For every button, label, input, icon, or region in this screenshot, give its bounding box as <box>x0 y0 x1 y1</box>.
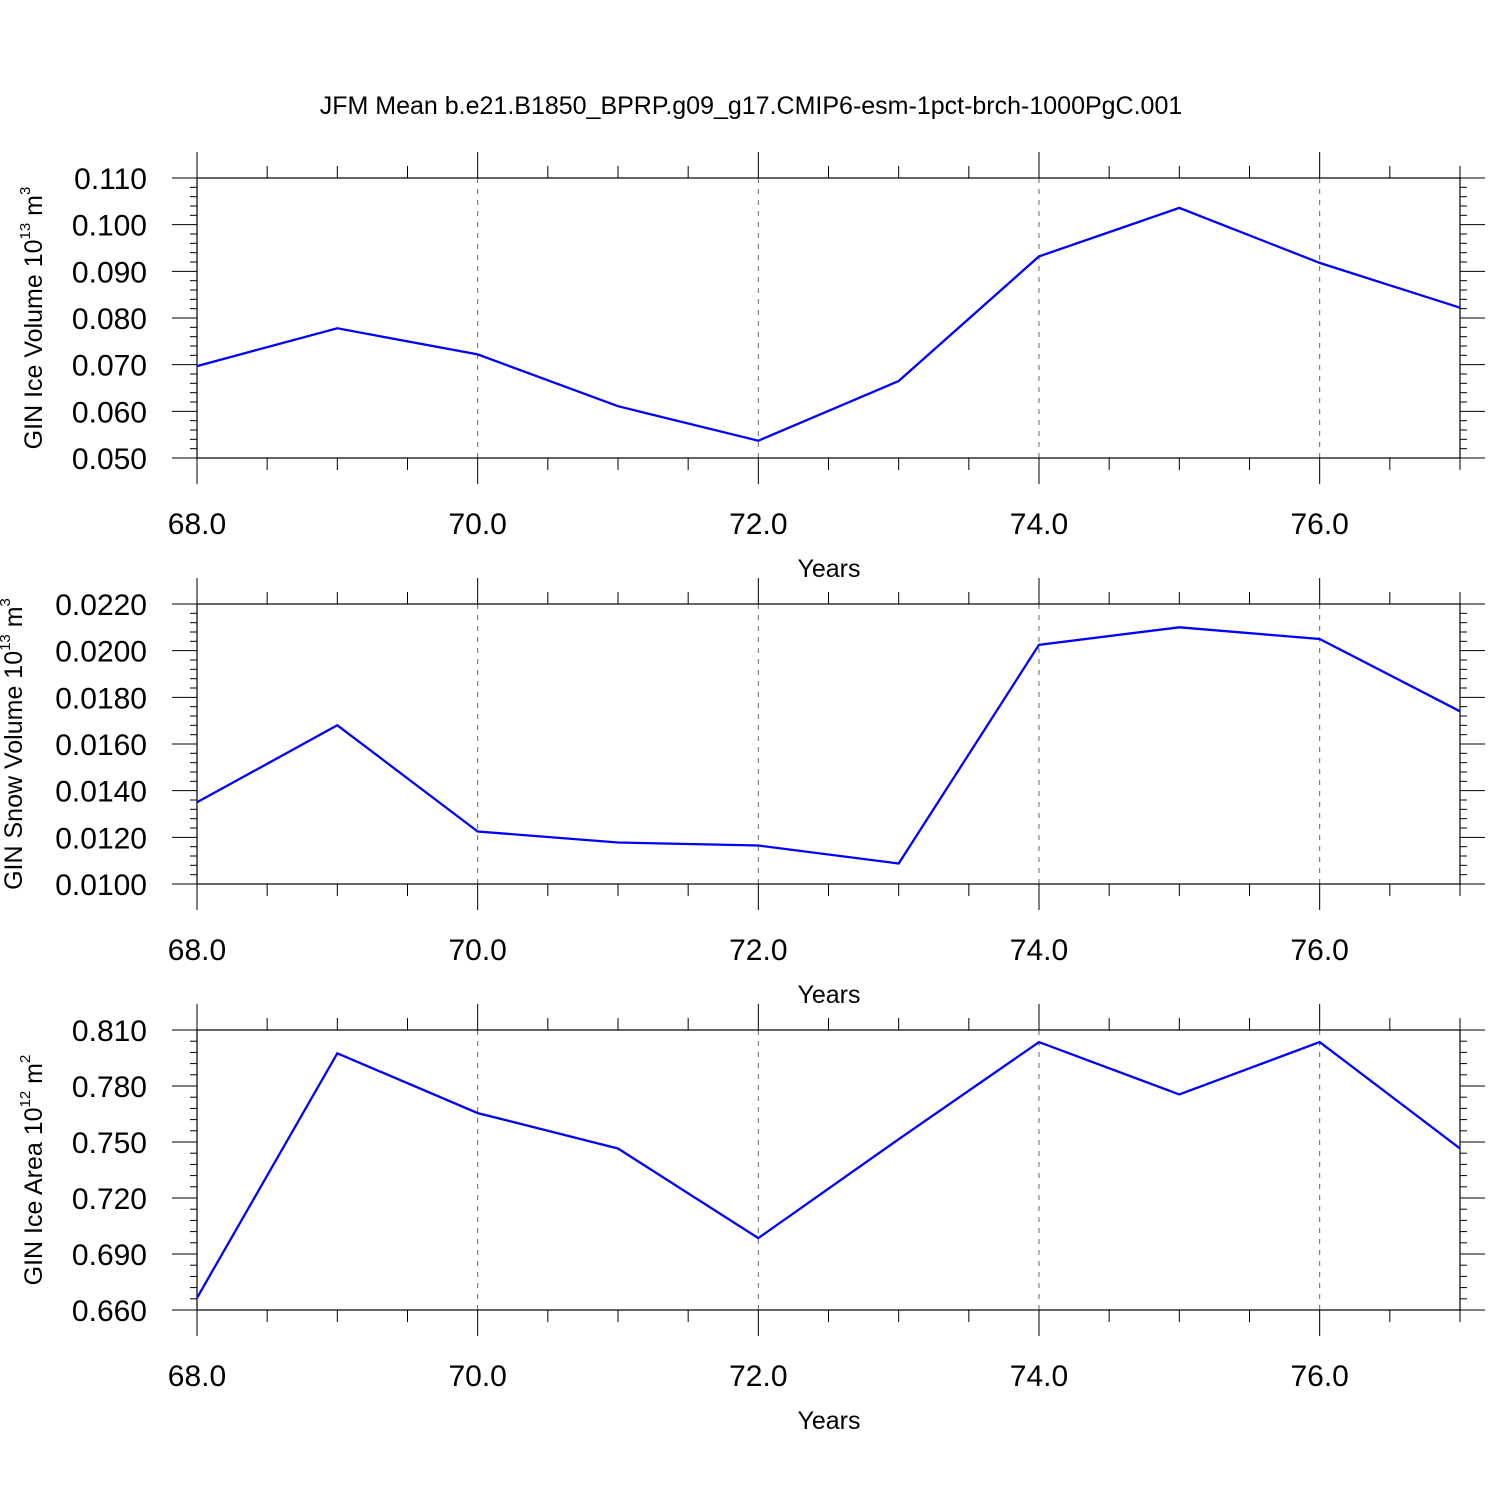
y-tick-label: 0.0100 <box>55 869 147 902</box>
y-axis-label: GIN Ice Volume 1013 m3 <box>17 187 48 450</box>
x-tick-label: 70.0 <box>448 934 506 967</box>
y-tick-label: 0.750 <box>72 1127 147 1160</box>
chart-panel-1: 0.050 0.060 0.070 0.080 0.090 0.100 0.110 68.0 7… <box>17 152 1485 583</box>
y-tick-label: 0.080 <box>72 303 147 336</box>
y-tick-label: 0.810 <box>72 1015 147 1048</box>
y-tick-label: 0.660 <box>72 1295 147 1328</box>
y-tick-label: 0.780 <box>72 1071 147 1104</box>
y-tick-label: 0.0200 <box>55 636 147 669</box>
y-tick-label: 0.0180 <box>55 682 147 715</box>
y-tick-label: 0.100 <box>72 210 147 243</box>
y-tick-label: 0.110 <box>74 163 147 196</box>
x-tick-label: 76.0 <box>1290 1360 1348 1393</box>
y-tick-label: 0.690 <box>72 1239 147 1272</box>
y-axis-label: GIN Ice Area 1012 m2 <box>17 1055 48 1286</box>
y-tick-label: 0.070 <box>72 350 147 383</box>
series-line <box>196 626 1461 865</box>
plot-frame <box>196 603 1461 885</box>
y-tick-label: 0.720 <box>72 1183 147 1216</box>
y-tick-label: 0.0220 <box>55 589 147 622</box>
panels: 0.050 0.060 0.070 0.080 0.090 0.100 0.110 68.0 7… <box>0 152 1485 1435</box>
x-tick-label: 72.0 <box>729 508 787 541</box>
x-tick-label: 72.0 <box>729 934 787 967</box>
x-tick-label: 70.0 <box>448 508 506 541</box>
series-line <box>196 206 1461 442</box>
series-line <box>196 1040 1461 1299</box>
y-axis-label: GIN Snow Volume 1013 m3 <box>0 598 28 890</box>
x-tick-label: 74.0 <box>1010 508 1068 541</box>
x-tick-label: 68.0 <box>168 934 226 967</box>
x-tick-label: 68.0 <box>168 508 226 541</box>
y-tick-label: 0.0120 <box>55 822 147 855</box>
plot-frame <box>196 1029 1461 1311</box>
figure-title: JFM Mean b.e21.B1850_BPRP.g09_g17.CMIP6-… <box>320 92 1183 120</box>
chart-panel-3: 0.660 0.690 0.720 0.750 0.780 0.810 68.0 70.0 72… <box>17 1004 1485 1435</box>
x-tick-label: 76.0 <box>1290 934 1348 967</box>
y-tick-label: 0.0160 <box>55 729 147 762</box>
y-tick-label: 0.060 <box>72 396 147 429</box>
x-tick-label: 68.0 <box>168 1360 226 1393</box>
y-tick-label: 0.0140 <box>55 776 147 809</box>
x-axis-label: Years <box>797 1407 860 1435</box>
x-tick-label: 70.0 <box>448 1360 506 1393</box>
y-tick-label: 0.050 <box>72 443 147 476</box>
x-tick-label: 76.0 <box>1290 508 1348 541</box>
plot-frame <box>196 177 1461 459</box>
x-tick-label: 74.0 <box>1010 934 1068 967</box>
x-tick-label: 72.0 <box>729 1360 787 1393</box>
x-tick-label: 74.0 <box>1010 1360 1068 1393</box>
chart-panel-2: 0.0100 0.0120 0.0140 0.0160 0.0180 0.0200 0.02… <box>0 578 1485 1009</box>
y-tick-label: 0.090 <box>72 256 147 289</box>
x-axis-label: Years <box>797 555 860 583</box>
x-axis-label: Years <box>797 981 860 1009</box>
